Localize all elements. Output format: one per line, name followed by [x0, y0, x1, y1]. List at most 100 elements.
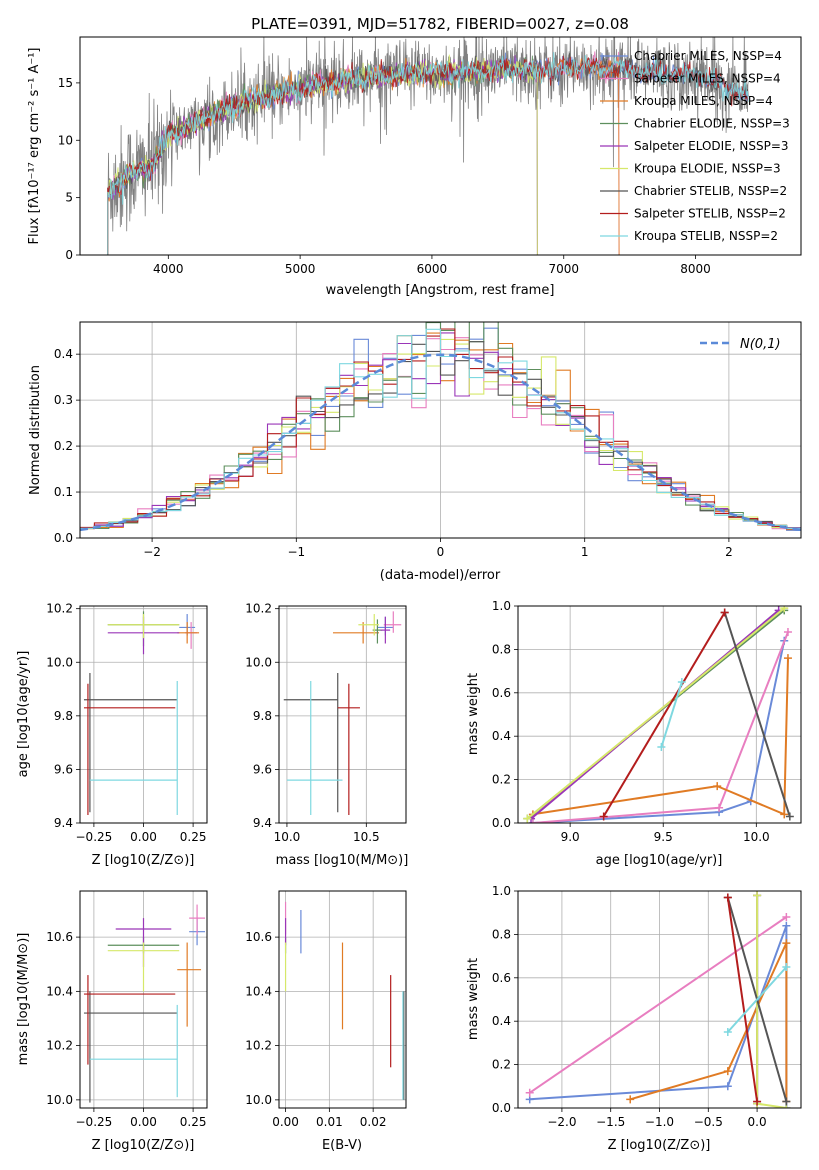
weight-vs-age-ticks: 9.0 9.5 10.0 0.0 0.2 0.4 0.6 0.8 1.0 [492, 599, 770, 844]
x-tick-label: 0.25 [180, 830, 207, 844]
point-marker-salpeter-stelib [753, 1097, 762, 1106]
legend-label-salpeter-elodie: Salpeter ELODIE, NSSP=3 [634, 139, 789, 153]
age-vs-mass-grid [279, 606, 406, 824]
legend-label-chabrier-miles: Chabrier MILES, NSSP=4 [634, 49, 782, 63]
gaussian-legend-label: N(0,1) [740, 337, 781, 352]
legend-label-chabrier-elodie: Chabrier ELODIE, NSSP=3 [634, 117, 790, 131]
spectrum-ylabel: Flux [fλ10⁻¹⁷ erg cm⁻² s⁻¹ A⁻¹] [27, 48, 42, 245]
y-tick-label: 1.0 [492, 599, 511, 613]
y-tick-label: 9.6 [253, 762, 272, 776]
gaussian-curve [80, 353, 801, 532]
mass-vs-z-panel: −0.25 0.00 0.25 10.0 10.2 10.4 10.6 Z [log10(Z… [16, 890, 208, 1153]
model-fit-kroupa-stelib [107, 52, 749, 255]
weight-vs-age-axes-frame [517, 605, 802, 824]
weight-vs-age-xlabel: age [log10(age/yr)] [596, 853, 723, 868]
x-tick-label: 0.01 [316, 1115, 343, 1129]
point-marker-chabrier-stelib [785, 812, 794, 821]
point-marker-salpeter-miles [782, 913, 791, 922]
x-tick-label: 1 [581, 545, 589, 559]
x-tick-label: 4000 [153, 262, 184, 276]
point-marker-kroupa-elodie [780, 606, 789, 613]
x-tick-label: 10.5 [353, 830, 380, 844]
age-vs-mass-axes-frame [278, 605, 407, 824]
x-tick-label: 10.0 [743, 830, 770, 844]
y-tick-label: 0.6 [492, 686, 511, 700]
y-tick-label: 0.8 [492, 927, 511, 941]
x-tick-label: 0.00 [130, 1115, 157, 1129]
x-tick-label: 9.0 [561, 830, 580, 844]
y-tick-label: 10.2 [46, 1039, 73, 1053]
x-tick-label: 0 [437, 545, 445, 559]
point-marker-salpeter-miles [783, 628, 792, 637]
y-tick-label: 10.2 [245, 1039, 272, 1053]
spectrum-panel: 4000 5000 6000 7000 8000 0 5 10 15 wavelength [A… [27, 36, 802, 298]
residuals-xlabel: (data-model)/error [380, 568, 501, 583]
point-marker-kroupa-elodie [523, 814, 532, 823]
point-marker-kroupa-miles [780, 810, 789, 819]
x-tick-label: 2 [725, 545, 733, 559]
series-line-chabrier-stelib [723, 612, 791, 817]
y-tick-label: 10.0 [46, 655, 73, 669]
x-tick-label: 10.0 [274, 830, 301, 844]
legend-label-kroupa-miles: Kroupa MILES, NSSP=4 [634, 94, 773, 108]
series-line-chabrier-miles [532, 640, 786, 823]
legend-label-kroupa-stelib: Kroupa STELIB, NSSP=2 [634, 229, 778, 243]
residuals-data [80, 322, 801, 532]
x-tick-label: 9.5 [654, 830, 673, 844]
age-vs-z-xlabel: Z [log10(Z/Z⊙)] [92, 853, 195, 868]
mass-vs-ebv-ticks: 0.00 0.01 0.02 10.0 10.2 10.4 10.6 [245, 930, 386, 1129]
point-marker-chabrier-miles [782, 921, 791, 930]
point-marker-kroupa-stelib [723, 1028, 732, 1037]
residuals-legend: N(0,1) [700, 337, 781, 352]
y-tick-label: 15 [58, 76, 73, 90]
y-tick-label: 0.2 [492, 773, 511, 787]
series-line-salpeter-stelib [602, 611, 726, 818]
residuals-panel: −2 −1 0 1 2 0.0 0.1 0.2 0.3 0.4 (data-model)/erro… [28, 321, 802, 583]
y-tick-label: 9.8 [54, 709, 73, 723]
age-vs-mass-panel: 10.0 10.5 9.4 9.6 9.8 10.0 10.2 mass [log10(M/… [245, 602, 408, 868]
series-line-salpeter-miles [529, 916, 787, 1094]
legend-label-salpeter-miles: Salpeter MILES, NSSP=4 [634, 72, 781, 86]
age-vs-mass-data [283, 611, 402, 815]
weight-vs-age-panel: 9.0 9.5 10.0 0.0 0.2 0.4 0.6 0.8 1.0 age [log10(… [466, 599, 802, 868]
y-tick-label: 0.4 [492, 729, 511, 743]
y-tick-label: 10.0 [46, 1093, 73, 1107]
y-tick-label: 0.1 [54, 485, 73, 499]
point-marker-salpeter-miles [715, 803, 724, 812]
y-tick-label: 10.2 [46, 602, 73, 616]
x-tick-label: 7000 [548, 262, 579, 276]
mass-vs-z-xlabel: Z [log10(Z/Z⊙)] [92, 1138, 195, 1153]
model-fit-chabrier-stelib [107, 53, 749, 255]
point-marker-kroupa-elodie [753, 891, 762, 900]
point-marker-salpeter-stelib [723, 893, 732, 902]
legend-label-chabrier-stelib: Chabrier STELIB, NSSP=2 [634, 184, 787, 198]
y-tick-label: 10.6 [245, 930, 272, 944]
residuals-ylabel: Normed distribution [28, 365, 43, 495]
x-tick-label: −0.25 [76, 1115, 113, 1129]
y-tick-label: 10.0 [245, 655, 272, 669]
x-tick-label: 0.00 [272, 1115, 299, 1129]
y-tick-label: 10.2 [245, 602, 272, 616]
weight-vs-z-ticks: −2.0 −1.5 −1.0 −0.5 0.0 0.0 0.2 0.4 0.6 0.8 1.0 [492, 884, 767, 1129]
spectrum-xlabel: wavelength [Angstrom, rest frame] [326, 283, 555, 298]
x-tick-label: 6000 [417, 262, 448, 276]
x-tick-label: −0.5 [694, 1115, 723, 1129]
y-tick-label: 9.6 [54, 762, 73, 776]
weight-vs-age-ylabel: mass weight [466, 673, 481, 755]
histogram-kroupa-stelib [80, 328, 801, 529]
y-tick-label: 9.4 [253, 816, 272, 830]
legend-label-kroupa-elodie: Kroupa ELODIE, NSSP=3 [634, 162, 781, 176]
x-tick-label: 8000 [680, 262, 711, 276]
mass-vs-ebv-panel: 0.00 0.01 0.02 10.0 10.2 10.4 10.6 E(B-V) [245, 890, 407, 1153]
y-tick-label: 0.0 [54, 531, 73, 545]
point-marker-kroupa-miles [626, 1095, 635, 1104]
weight-vs-z-panel: −2.0 −1.5 −1.0 −0.5 0.0 0.0 0.2 0.4 0.6 0.8 1.0 Z … [466, 884, 802, 1153]
legend-label-salpeter-stelib: Salpeter STELIB, NSSP=2 [634, 207, 786, 221]
series-line-kroupa-stelib [727, 966, 788, 1033]
mass-vs-z-data [83, 904, 206, 1103]
y-tick-label: 9.8 [253, 709, 272, 723]
weight-vs-age-data [523, 606, 794, 823]
point-marker-kroupa-miles [713, 782, 722, 791]
y-tick-label: 0.8 [492, 642, 511, 656]
